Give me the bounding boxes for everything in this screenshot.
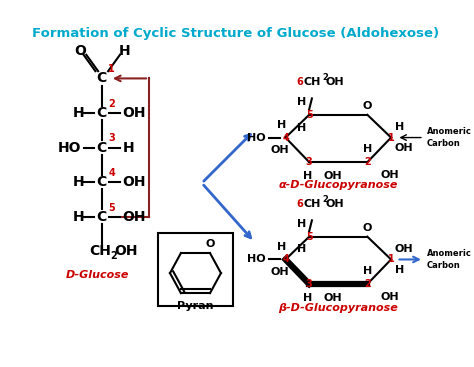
Text: 5: 5 [108, 203, 115, 212]
Text: OH: OH [326, 199, 344, 209]
Text: D-Glucose: D-Glucose [65, 270, 129, 280]
Text: 2: 2 [322, 73, 328, 82]
Text: Anomeric: Anomeric [427, 127, 472, 136]
Text: 2: 2 [108, 99, 115, 109]
Text: 2: 2 [110, 251, 117, 261]
Text: O: O [205, 239, 215, 250]
Text: Pyran: Pyran [177, 301, 214, 311]
Text: OH: OH [395, 244, 413, 254]
Text: 6: 6 [296, 199, 303, 209]
Text: 4: 4 [108, 168, 115, 178]
Text: OH: OH [380, 292, 399, 302]
Text: OH: OH [395, 143, 413, 153]
Text: 1: 1 [108, 64, 115, 75]
Text: O: O [363, 223, 372, 233]
Text: 3: 3 [108, 134, 115, 143]
Text: 3: 3 [306, 157, 312, 167]
Bar [158, 233, 233, 306]
Text: OH: OH [123, 106, 146, 120]
Text: H: H [395, 121, 404, 132]
Text: 2: 2 [364, 157, 371, 167]
Text: OH: OH [380, 170, 399, 180]
Text: H: H [297, 123, 307, 132]
Text: 3: 3 [306, 279, 312, 289]
Text: 2: 2 [364, 279, 371, 289]
Text: H: H [73, 175, 85, 189]
Text: HO: HO [247, 254, 265, 265]
Text: CH: CH [303, 199, 320, 209]
Text: 4: 4 [282, 132, 289, 142]
Text: C: C [97, 72, 107, 86]
Text: HO: HO [57, 141, 81, 155]
Text: OH: OH [115, 244, 138, 258]
Text: OH: OH [324, 171, 342, 181]
Text: H: H [277, 120, 286, 130]
Text: OH: OH [123, 175, 146, 189]
Text: H: H [123, 141, 134, 155]
Text: H: H [303, 171, 312, 181]
Text: H: H [297, 244, 307, 254]
Text: H: H [73, 210, 85, 224]
Text: Carbon: Carbon [427, 261, 460, 270]
Text: 1: 1 [388, 132, 394, 142]
Text: H: H [297, 219, 307, 229]
Text: α-D-Glucopyranose: α-D-Glucopyranose [279, 180, 398, 190]
Text: C: C [97, 141, 107, 155]
Text: CH: CH [89, 244, 111, 258]
Text: 1: 1 [388, 254, 394, 265]
Text: H: H [303, 292, 312, 303]
Text: 4: 4 [282, 254, 289, 265]
Text: OH: OH [271, 267, 290, 277]
Text: 2: 2 [322, 195, 328, 204]
Text: Formation of Cyclic Structure of Glucose (Aldohexose): Formation of Cyclic Structure of Glucose… [32, 28, 439, 40]
Text: OH: OH [123, 210, 146, 224]
Text: CH: CH [303, 77, 320, 87]
Text: H: H [395, 265, 404, 275]
Text: Carbon: Carbon [427, 139, 460, 148]
Text: 5: 5 [306, 232, 312, 242]
Text: H: H [277, 242, 286, 252]
Text: OH: OH [324, 292, 342, 303]
Text: OH: OH [326, 77, 344, 87]
Text: 6: 6 [296, 77, 303, 87]
Text: 5: 5 [306, 110, 312, 120]
Text: C: C [97, 210, 107, 224]
Text: H: H [118, 44, 130, 58]
Text: C: C [97, 106, 107, 120]
Text: H: H [73, 106, 85, 120]
Text: HO: HO [247, 132, 265, 142]
Text: H: H [363, 266, 372, 276]
Text: H: H [363, 144, 372, 155]
Text: O: O [74, 44, 86, 58]
Text: H: H [297, 97, 307, 107]
Text: Anomeric: Anomeric [427, 248, 472, 258]
Text: OH: OH [271, 145, 290, 155]
Text: C: C [97, 175, 107, 189]
Text: β-D-Glucopyranose: β-D-Glucopyranose [278, 303, 398, 313]
Text: O: O [363, 101, 372, 111]
